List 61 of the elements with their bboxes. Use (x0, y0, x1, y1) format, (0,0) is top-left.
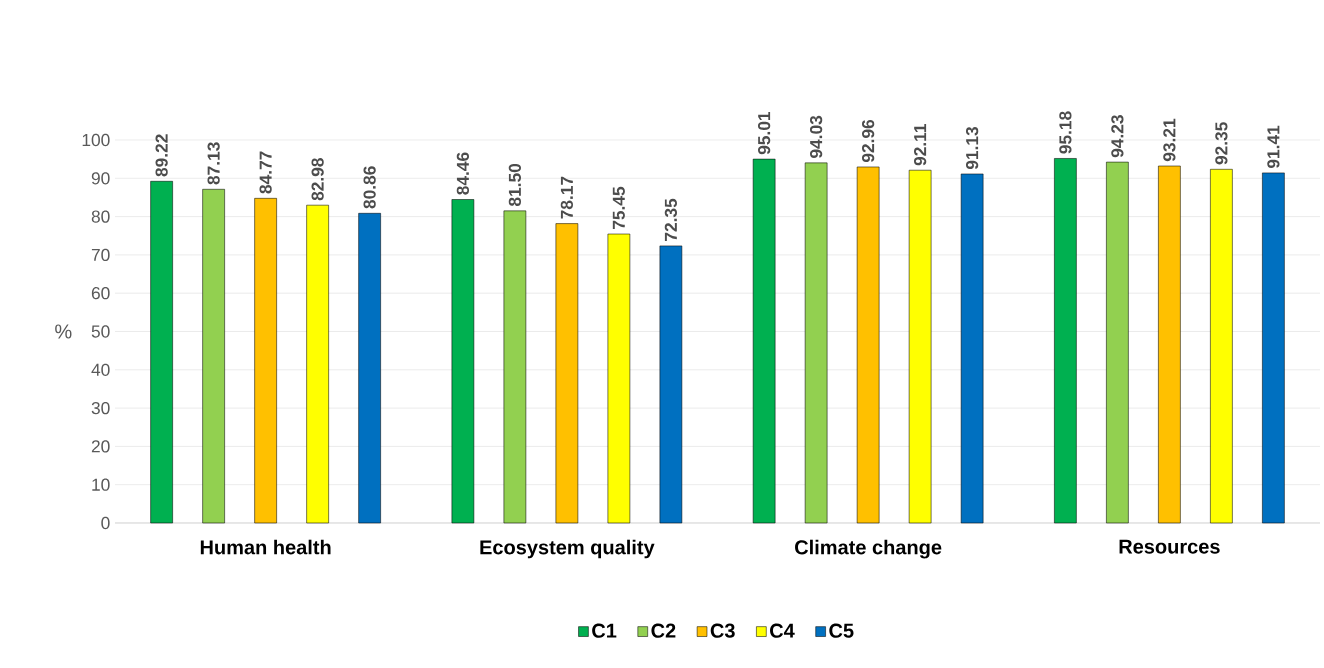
bar (856, 166, 880, 524)
legend-label: C1 (592, 623, 617, 638)
bar (804, 162, 828, 524)
y-tick-label: 0 (101, 516, 110, 530)
y-tick-label: 80 (91, 210, 110, 223)
y-axis-title: % (55, 324, 72, 339)
x-tick-label: Resources (1119, 539, 1220, 554)
bar (960, 173, 984, 524)
bar (254, 198, 277, 524)
x-tick-label: Climate change (795, 539, 942, 559)
data-label: 78.17 (560, 176, 574, 219)
bar (451, 199, 475, 524)
y-tick-label: 100 (82, 133, 110, 147)
bar (1054, 158, 1077, 524)
bar (306, 204, 329, 524)
data-label: 84.46 (456, 152, 470, 195)
data-label: 80.86 (363, 166, 376, 209)
bar (752, 158, 776, 524)
data-label: 75.45 (612, 186, 625, 229)
bar (555, 223, 579, 524)
data-label: 95.01 (757, 111, 771, 155)
x-tick-label: Ecosystem quality (480, 539, 655, 559)
data-label: 93.21 (1163, 118, 1176, 162)
data-label: 95.18 (1059, 111, 1072, 154)
bar (1210, 169, 1233, 524)
bar (358, 213, 381, 524)
bar (202, 189, 225, 524)
data-label: 82.98 (311, 158, 324, 201)
bar (503, 210, 527, 524)
y-tick-label: 20 (91, 440, 110, 453)
y-tick-label: 40 (91, 363, 110, 376)
y-tick-label: 10 (92, 478, 110, 491)
bar (659, 245, 683, 524)
data-label: 94.03 (809, 115, 823, 158)
y-tick-label: 90 (91, 172, 110, 185)
legend-label: C3 (710, 623, 735, 638)
data-label: 92.96 (861, 119, 875, 163)
y-tick-label: 70 (91, 248, 110, 262)
bar (1158, 165, 1181, 524)
bar (607, 233, 631, 524)
legend-label: C4 (770, 623, 795, 638)
y-tick-label: 50 (91, 325, 110, 338)
y-tick-label: 60 (91, 287, 110, 300)
data-label: 84.77 (259, 151, 272, 194)
data-label: 87.13 (207, 142, 220, 185)
data-label: 91.41 (1267, 125, 1280, 169)
legend-label: C5 (829, 623, 854, 638)
data-label: 91.13 (965, 126, 979, 170)
bar (1106, 161, 1129, 524)
data-label: 89.22 (155, 134, 168, 177)
bar (908, 169, 932, 524)
y-tick-label: 30 (91, 401, 110, 415)
data-label: 81.50 (508, 163, 522, 207)
data-label: 94.23 (1111, 115, 1124, 158)
bar (150, 181, 173, 524)
data-label: 72.35 (664, 198, 678, 241)
bar (1262, 172, 1285, 524)
x-tick-label: Human health (200, 539, 331, 555)
legend-label: C2 (651, 623, 676, 638)
data-label: 92.35 (1215, 122, 1228, 165)
data-label: 92.11 (913, 124, 927, 166)
